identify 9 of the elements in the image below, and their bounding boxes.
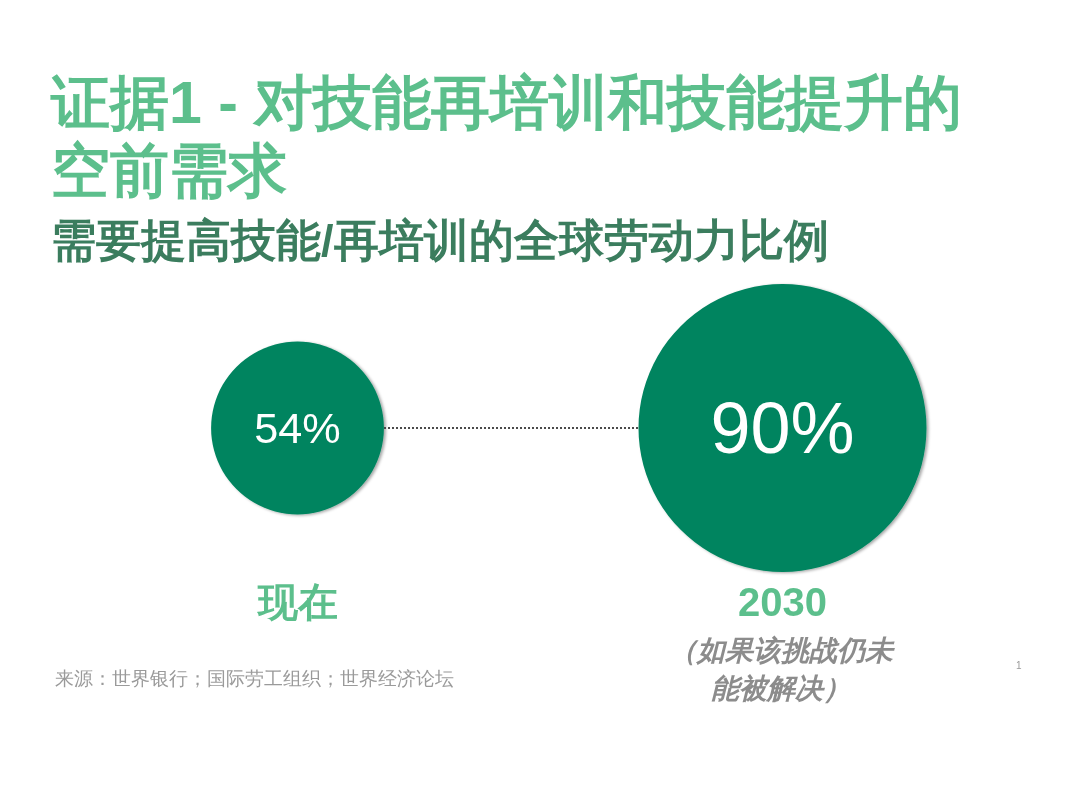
data-label: 54% <box>254 404 341 452</box>
data-label: 90% <box>710 388 855 468</box>
text: 1 <box>1016 659 1022 671</box>
text: 证据1 - 对技能再培训和技能提升的空前需求 <box>50 70 963 204</box>
text: （如果该挑战仍未能被解决） <box>669 634 895 704</box>
category-label: 现在 <box>255 580 338 624</box>
category-label: 2030 <box>738 580 827 624</box>
source-note: 来源：世界银行；国际劳工组织；世界经济论坛 <box>55 668 454 689</box>
text: 需要提高技能/再培训的全球劳动力比例 <box>51 214 829 266</box>
